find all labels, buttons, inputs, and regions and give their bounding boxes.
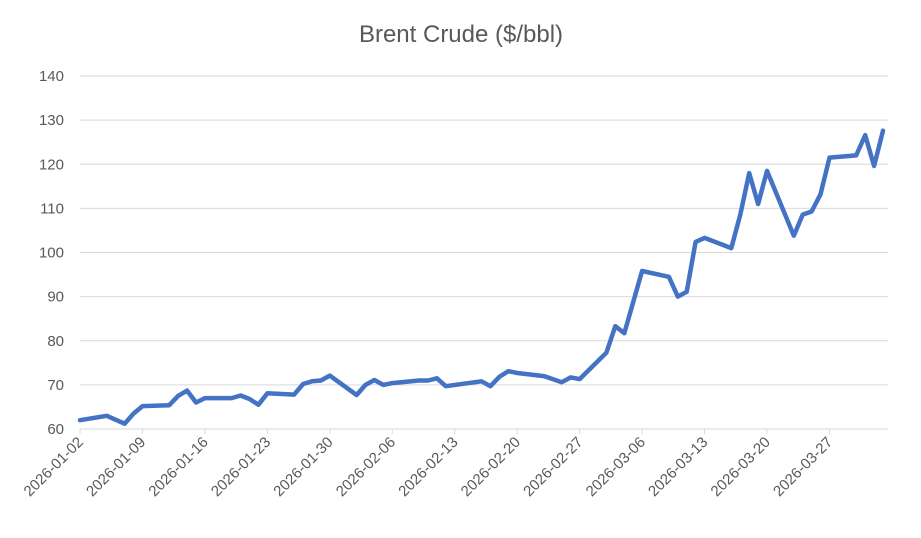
x-tick-label: 2026-03-27 (770, 434, 836, 500)
x-tick-label: 2026-02-06 (333, 434, 399, 500)
y-tick-label: 100 (39, 245, 64, 262)
y-tick-label: 120 (39, 156, 64, 173)
x-tick-label: 2026-02-13 (395, 434, 461, 500)
chart-title: Brent Crude ($/bbl) (359, 21, 563, 48)
x-tick-label: 2026-01-23 (208, 434, 274, 500)
x-tick-label: 2026-02-20 (458, 434, 524, 500)
y-tick-label: 90 (47, 289, 64, 306)
y-tick-label: 140 (39, 68, 64, 85)
y-tick-label: 70 (47, 377, 64, 394)
x-tick-label: 2026-01-09 (83, 434, 149, 500)
x-tick-label: 2026-01-02 (21, 434, 87, 500)
x-tick-label: 2026-03-13 (645, 434, 711, 500)
x-tick-label: 2026-01-16 (145, 434, 211, 500)
y-tick-label: 60 (47, 421, 64, 438)
x-tick-label: 2026-03-06 (583, 434, 649, 500)
data-line (77, 128, 886, 426)
y-tick-label: 130 (39, 112, 64, 129)
x-tick-label: 2026-01-30 (270, 434, 336, 500)
x-tick-label: 2026-03-20 (708, 434, 774, 500)
y-tick-label: 110 (40, 200, 64, 217)
y-tick-label: 80 (47, 333, 64, 350)
x-tick-label: 2026-02-27 (520, 434, 586, 500)
